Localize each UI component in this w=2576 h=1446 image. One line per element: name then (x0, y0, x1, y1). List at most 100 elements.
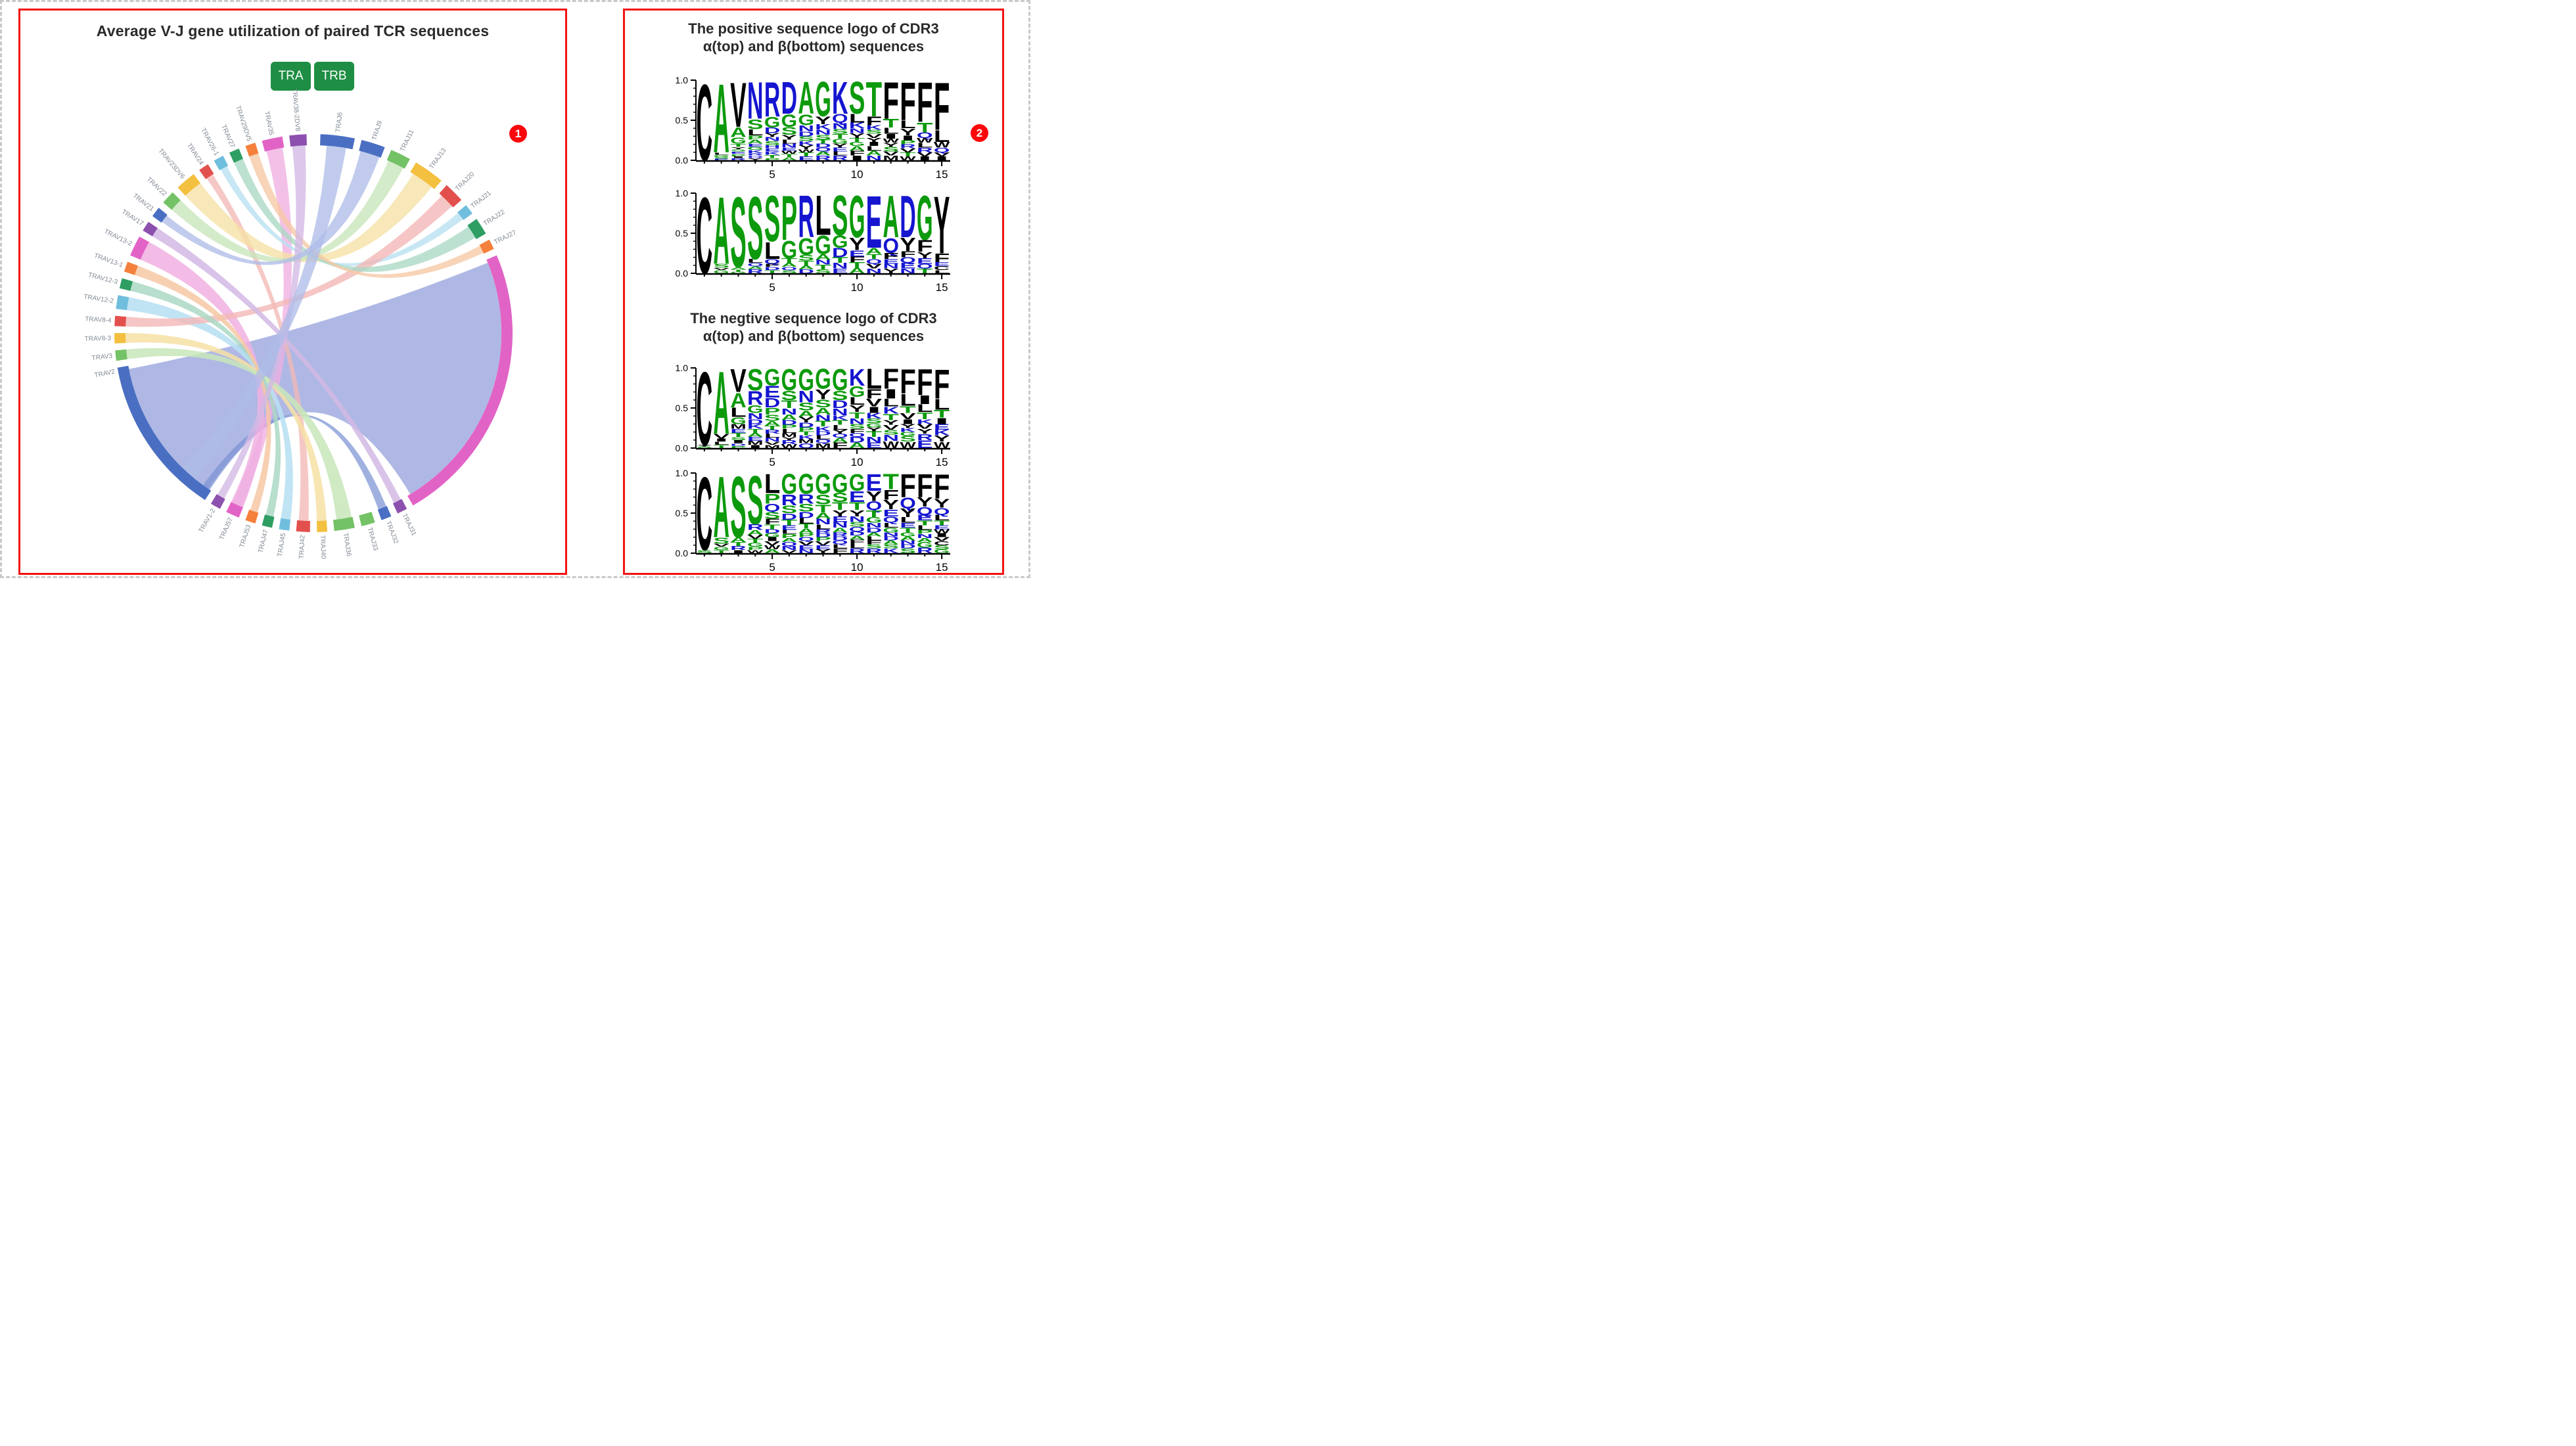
chord-label-TRAJ13: TRAJ13 (428, 147, 448, 170)
logo-letter-beta-negative-9-E: E (832, 515, 848, 524)
logo-beta-negative-col-1: CS (697, 456, 713, 573)
logo-letter-alpha-negative-9-S: S (832, 389, 848, 403)
logo-letter-alpha-positive-12-T: T (883, 117, 899, 130)
chord-segment-unlabeled (407, 255, 513, 506)
logo-letter-alpha-negative-10-T: T (849, 411, 865, 420)
logo-letter-beta-negative-6-S: S (781, 503, 798, 515)
logo-letter-beta-negative-11-A: A (866, 531, 883, 538)
logo-letter-beta-negative-5-Q: Q (764, 502, 781, 514)
logo-letter-alpha-negative-7-T: T (798, 430, 814, 437)
logo-alpha-negative-xtick-10: 10 (851, 456, 863, 468)
logo-letter-beta-negative-13-E: E (900, 522, 916, 529)
logo-letter-beta-negative-11-R: R (866, 547, 883, 554)
logo-letter-beta-negative-8-R: R (815, 528, 831, 535)
logo-letter-beta-positive-2-A: A (713, 189, 729, 284)
logo-letter-alpha-negative-5-P: P (764, 405, 781, 417)
logo-letter-alpha-positive-7-G: G (798, 112, 814, 128)
logo-letter-alpha-negative-6-L: L (781, 428, 798, 434)
logo-letter-alpha-negative-4-M: M (747, 440, 764, 446)
logo-letter-beta-negative-13-A: A (900, 535, 916, 542)
logo-letter-alpha-positive-6-D: D (781, 76, 798, 124)
logo-letter-beta-negative-12-T: T (883, 470, 899, 494)
logo-letter-beta-negative-12-E: E (883, 507, 899, 518)
logo-letter-alpha-positive-3-R: R (730, 158, 747, 161)
logo-letter-beta-negative-9-F: F (832, 547, 848, 554)
trb-button[interactable]: TRB (314, 62, 354, 91)
logo-letter-alpha-negative-4-N: N (747, 411, 764, 421)
logo-letter-alpha-positive-12-S: S (883, 146, 899, 153)
logo-letter-alpha-positive-8-N: N (815, 129, 831, 136)
logo-letter-alpha-negative-4-D: D (747, 418, 764, 425)
logo-axes-alpha-negative (691, 367, 950, 454)
logo-letter-alpha-positive-10-N: N (849, 127, 865, 134)
logo-letter-alpha-negative-11-L: L (866, 364, 883, 395)
logo-letter-alpha-negative-12-W: W (883, 439, 899, 450)
logo-letter-alpha-negative-2-T: T (713, 444, 729, 449)
logo-letter-alpha-negative-15-F: F (934, 364, 950, 407)
logo-letter-alpha-negative-6-N: N (781, 407, 798, 417)
logo-letter-alpha-negative-15-E: E (934, 422, 950, 431)
logo-letter-alpha-positive-14-W: W (917, 137, 933, 144)
logo-letter-beta-negative-7-S: S (798, 502, 814, 514)
chord-label-TRAJ42: TRAJ42 (298, 535, 307, 559)
logo-letter-beta-positive-13-E: E (900, 261, 916, 270)
logo-letter-alpha-negative-6-P: P (781, 424, 798, 430)
vj-utilization-panel: Average V-J gene utilization of paired T… (18, 9, 567, 575)
page: Average V-J gene utilization of paired T… (0, 0, 1030, 578)
logo-beta-positive-ytick-0.5: 0.5 (676, 228, 689, 238)
logo-letter-beta-negative-11-Y: Y (866, 489, 883, 505)
logo-letter-beta-positive-9-G: G (832, 232, 848, 252)
logo-letter-beta-negative-15-C: C (934, 540, 950, 547)
chord-label-TRAJ21: TRAJ21 (470, 189, 493, 210)
chord-segment-TRAV35 (262, 136, 285, 152)
logo-letter-alpha-positive-6-S: S (781, 125, 798, 137)
logo-letter-beta-negative-3-S: S (730, 469, 747, 556)
logo-alpha-negative-col-1: CYS (697, 351, 713, 468)
chord-ribbon-TRAV13-1-TRAJ53 (135, 265, 271, 513)
chord-segment-TRAV29DV5 (245, 143, 259, 157)
logo-letter-alpha-positive-5-K: K (764, 151, 781, 156)
logo-letter-beta-negative-12-Q: Q (883, 514, 899, 524)
logo-letter-alpha-positive-7-S: S (798, 135, 814, 143)
logo-letter-beta-positive-2-G: G (713, 269, 729, 274)
logo-letter-beta-positive-10-E: E (849, 248, 865, 258)
logo-letter-beta-positive-8-G: G (815, 231, 831, 260)
logo-alpha-positive-ytick-0.5: 0.5 (676, 115, 689, 125)
logo-letter-beta-negative-5-T: T (764, 523, 781, 530)
logo-letter-alpha-negative-9-N: N (832, 406, 848, 417)
logo-letter-alpha-positive-7-Y: Y (798, 144, 814, 150)
logo-letter-alpha-positive-13-V: V (900, 147, 916, 154)
chord-segment-TRAJ11 (386, 150, 410, 169)
logo-letter-beta-negative-6-E: E (781, 524, 798, 531)
logo-letter-alpha-positive-8-G: G (815, 76, 831, 127)
logo-letter-beta-negative-9-Y: Y (832, 508, 848, 518)
logo-letter-alpha-negative-15-L: L (934, 396, 950, 413)
logo-letter-alpha-negative-12-T: T (883, 412, 899, 422)
logo-letter-alpha-negative-11-T: T (866, 430, 883, 438)
logo-letter-beta-positive-6-P: P (781, 189, 798, 254)
tra-button[interactable]: TRA (271, 62, 311, 91)
logo-letter-beta-negative-13-G: G (900, 531, 916, 538)
logo-letter-beta-negative-14-T: T (917, 519, 933, 526)
chord-segment-TRAJ21 (457, 205, 472, 220)
logo-letter-alpha-negative-8-S: S (815, 397, 831, 409)
logo-letter-alpha-positive-3-S: S (730, 148, 747, 152)
logo-letter-alpha-positive-9-T: T (832, 133, 848, 140)
logo-letter-beta-negative-2-A: A (713, 469, 729, 556)
logo-letter-beta-negative-6-P: P (781, 533, 798, 539)
logo-letter-beta-positive-15-F: F (934, 252, 950, 265)
logo-letter-beta-negative-6-Q: Q (781, 541, 798, 547)
logo-letter-beta-positive-8-S: S (815, 268, 831, 275)
logo-letter-alpha-positive-11-Y: Y (866, 137, 883, 143)
logo-letter-beta-negative-7-R: R (798, 492, 814, 507)
